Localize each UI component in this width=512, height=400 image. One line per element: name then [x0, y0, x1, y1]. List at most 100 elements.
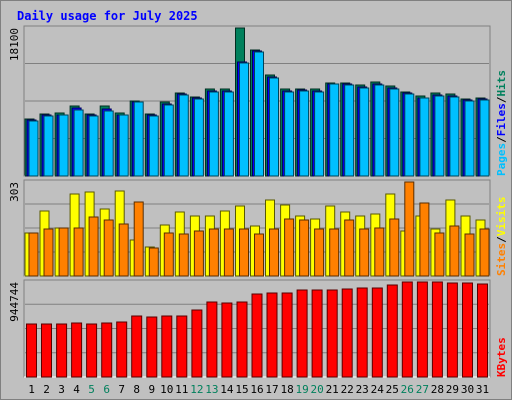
bar-kbytes [86, 323, 98, 378]
bar-sites [479, 228, 490, 277]
bar-pages [43, 115, 54, 177]
day-label: 14 [220, 383, 234, 396]
bar-pages [208, 91, 219, 177]
day-label: 12 [190, 383, 203, 396]
bar-sites [28, 232, 39, 277]
bar-pages [178, 94, 189, 177]
bar-sites [103, 219, 114, 277]
legend-sites: Sites [495, 243, 508, 276]
bar-pages [148, 115, 159, 177]
day-label: 10 [160, 383, 173, 396]
day-label: 11 [175, 383, 188, 396]
legend-separator: / [495, 236, 508, 243]
bar-pages [88, 115, 99, 177]
day-label: 16 [250, 383, 263, 396]
bar-pages [449, 96, 460, 177]
bar-pages [239, 62, 249, 177]
bar-kbytes [266, 292, 278, 378]
legend-pages: Pages [495, 143, 508, 176]
bar-kbytes [416, 281, 428, 378]
bar-pages [479, 99, 490, 177]
bar-sites [133, 201, 144, 277]
bar-sites [419, 202, 430, 277]
bar-pages [434, 95, 445, 177]
ymax-label: 18100 [8, 28, 21, 61]
bar-sites [58, 227, 69, 277]
bar-pages [299, 90, 310, 177]
day-label: 21 [326, 383, 339, 396]
ymax-label: 303 [8, 182, 21, 202]
bar-sites [208, 228, 219, 277]
legend-separator: / [495, 96, 508, 103]
day-label: 24 [371, 383, 385, 396]
bar-kbytes [281, 292, 293, 378]
bar-kbytes [326, 289, 338, 378]
legend-visits: Visits [495, 197, 508, 237]
day-label: 30 [461, 383, 474, 396]
legend-kbytes: KBytes [495, 337, 508, 377]
bar-pages [344, 84, 355, 177]
legend-files: Files [495, 103, 508, 136]
bar-kbytes [161, 315, 173, 378]
bar-sites [148, 247, 159, 277]
bar-kbytes [221, 302, 233, 378]
day-label: 23 [356, 383, 369, 396]
bar-kbytes [191, 309, 203, 378]
bar-sites [314, 228, 325, 277]
bar-sites [464, 233, 475, 277]
bar-sites [73, 227, 84, 277]
bar-pages [284, 91, 295, 177]
bar-pages [193, 98, 204, 177]
bar-kbytes [101, 322, 113, 378]
bar-pages [103, 110, 114, 177]
bar-pages [269, 77, 279, 177]
bar-pages [58, 114, 69, 177]
bar-sites [223, 228, 234, 277]
day-label: 2 [43, 383, 50, 396]
bar-sites [344, 219, 355, 277]
bar-pages [163, 104, 174, 177]
bar-kbytes [431, 281, 443, 378]
bar-sites [299, 219, 310, 277]
bar-pages [254, 51, 264, 177]
bar-pages [314, 91, 325, 177]
bar-pages [133, 101, 144, 177]
bar-sites [374, 227, 385, 277]
bar-kbytes [56, 323, 68, 378]
bar-pages [419, 97, 430, 177]
day-label: 18 [280, 383, 293, 396]
bar-kbytes [371, 287, 383, 378]
bar-pages [374, 84, 385, 177]
bar-sites [193, 230, 204, 277]
bar-sites [434, 232, 445, 277]
bar-pages [404, 93, 415, 177]
bar-kbytes [206, 301, 218, 378]
bar-pages [28, 120, 39, 177]
bar-sites [404, 181, 415, 277]
day-label: 22 [341, 383, 354, 396]
panel-kbytes: 944744 KBytes [8, 279, 508, 378]
bar-sites [88, 216, 99, 277]
bar-kbytes [41, 323, 52, 378]
day-label: 1 [28, 383, 35, 396]
day-label: 31 [476, 383, 489, 396]
bar-kbytes [477, 283, 488, 378]
bar-kbytes [386, 284, 398, 378]
bar-kbytes [446, 282, 458, 378]
day-labels: 1 2 3 4 5 6 7 8 9 10 11 12 13 14 15 16 17 18 19 20 21 22 23 24 2… [28, 383, 489, 396]
day-label: 26 [401, 383, 414, 396]
bar-pages [464, 100, 475, 177]
bar-sites [239, 228, 249, 277]
day-label: 15 [235, 383, 248, 396]
bar-sites [163, 232, 174, 277]
bar-sites [449, 225, 460, 277]
day-label: 17 [265, 383, 278, 396]
bar-pages [223, 91, 234, 177]
bar-sites [329, 228, 340, 277]
bar-kbytes [341, 288, 353, 378]
side-legend: KBytes [495, 337, 508, 377]
bar-kbytes [356, 287, 368, 378]
bar-kbytes [176, 315, 188, 378]
bar-kbytes [251, 293, 263, 378]
